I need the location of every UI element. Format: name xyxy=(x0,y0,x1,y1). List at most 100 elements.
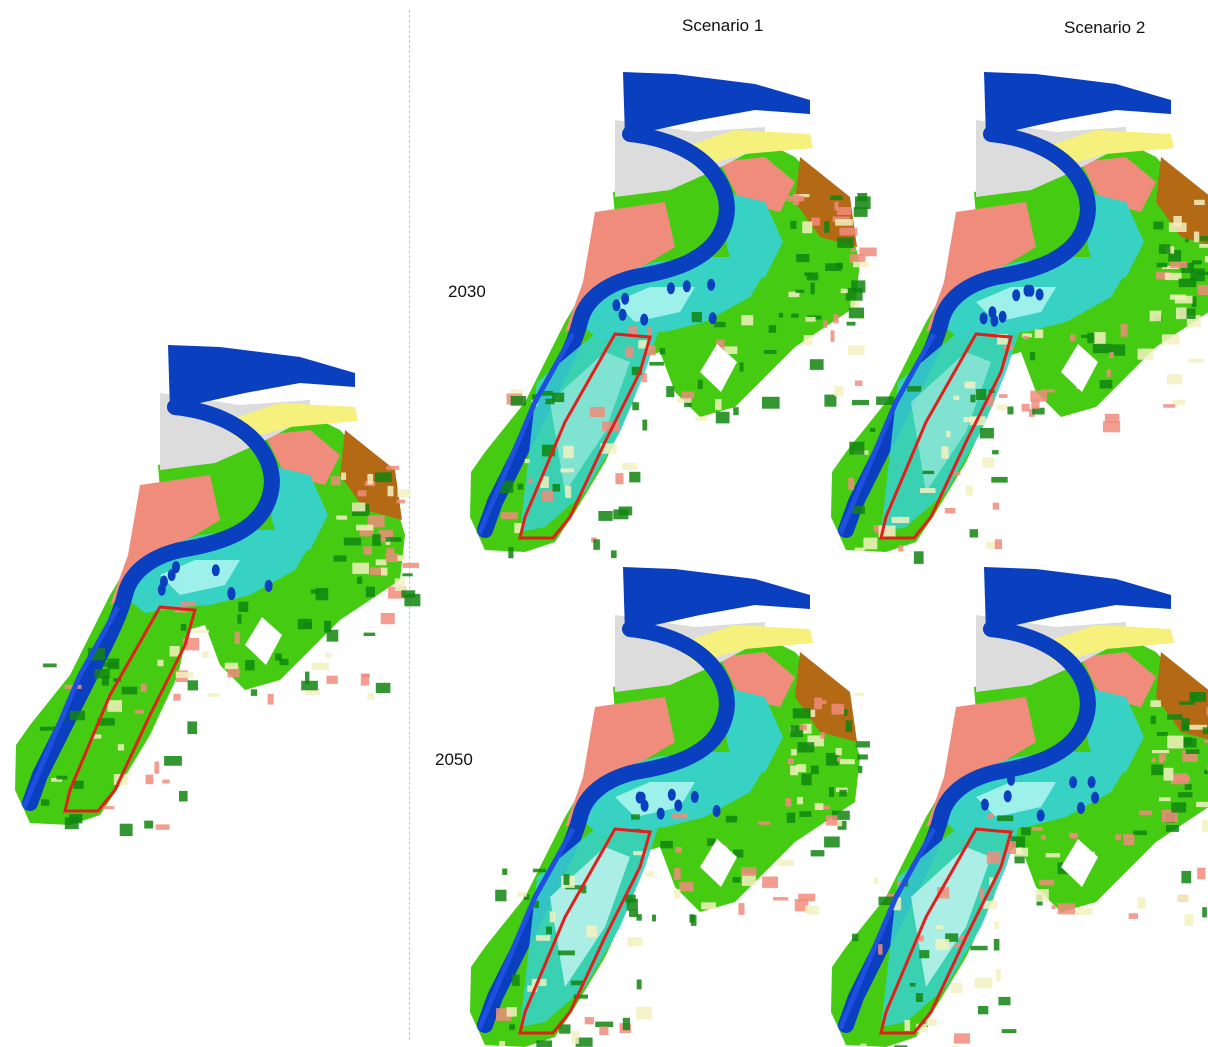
land-patch xyxy=(1032,827,1043,831)
land-patch xyxy=(1002,1029,1017,1033)
land-patch xyxy=(1204,740,1208,743)
land-patch xyxy=(1039,880,1054,886)
land-patch xyxy=(976,389,986,400)
land-patch xyxy=(316,588,329,600)
lagoon xyxy=(981,799,989,811)
land-patch xyxy=(790,221,796,229)
land-patch xyxy=(805,906,819,915)
land-patch xyxy=(994,939,1000,951)
land-patch xyxy=(372,534,381,546)
land-patch xyxy=(821,732,825,739)
land-patch xyxy=(988,814,994,819)
land-patch xyxy=(1189,693,1197,701)
land-patch xyxy=(181,601,195,606)
land-patch xyxy=(179,791,188,802)
land-patch xyxy=(998,997,1010,1005)
land-patch xyxy=(188,680,198,690)
column-label-scenario-2: Scenario 2 xyxy=(1064,18,1145,38)
lagoon xyxy=(707,279,715,291)
land-patch xyxy=(1170,262,1187,268)
land-patch xyxy=(1023,336,1028,339)
land-patch xyxy=(193,630,209,633)
lagoon xyxy=(1012,289,1020,301)
land-patch xyxy=(762,397,780,409)
land-patch xyxy=(987,851,1001,864)
land-patch xyxy=(622,463,637,470)
land-patch xyxy=(586,926,597,937)
land-patch xyxy=(334,555,347,561)
land-patch xyxy=(788,758,794,764)
land-patch xyxy=(762,877,778,888)
land-patch xyxy=(499,1041,505,1047)
land-patch xyxy=(758,821,770,825)
land-patch xyxy=(1041,835,1046,839)
land-patch xyxy=(1151,765,1163,776)
land-patch xyxy=(517,892,526,897)
lagoon xyxy=(1091,792,1099,804)
land-patch xyxy=(1182,723,1189,730)
land-patch xyxy=(805,317,815,322)
lagoon xyxy=(691,791,699,803)
land-patch xyxy=(637,980,642,990)
land-patch xyxy=(769,325,777,333)
land-patch xyxy=(375,472,392,482)
land-patch xyxy=(811,766,819,775)
land-patch xyxy=(381,613,395,624)
land-patch xyxy=(599,1027,608,1036)
land-patch xyxy=(811,218,820,226)
land-patch xyxy=(176,672,194,678)
lagoon xyxy=(999,311,1007,323)
land-patch xyxy=(508,547,513,558)
land-patch xyxy=(793,194,799,205)
land-patch xyxy=(1070,335,1075,342)
land-patch xyxy=(1007,407,1013,415)
land-patch xyxy=(1190,268,1205,281)
land-patch xyxy=(366,587,375,598)
land-patch xyxy=(1194,200,1205,205)
land-patch xyxy=(799,724,806,730)
land-patch xyxy=(992,450,999,454)
land-patch xyxy=(689,914,694,922)
land-patch xyxy=(1150,311,1162,322)
land-patch xyxy=(995,539,1002,549)
land-patch xyxy=(357,577,362,584)
lagoon xyxy=(667,282,675,294)
scenario1-2050-map xyxy=(465,567,865,1047)
land-patch xyxy=(815,803,824,810)
land-patch xyxy=(642,373,647,382)
land-patch xyxy=(660,348,666,354)
land-patch xyxy=(187,721,197,734)
baseline-map xyxy=(10,345,410,825)
land-patch xyxy=(941,446,948,458)
land-patch xyxy=(741,315,753,325)
land-patch xyxy=(997,405,1007,411)
land-patch xyxy=(1185,784,1192,790)
land-patch xyxy=(120,824,133,836)
land-patch xyxy=(970,946,987,951)
land-patch xyxy=(714,322,725,327)
land-patch xyxy=(681,392,694,399)
land-patch xyxy=(501,512,518,519)
land-patch xyxy=(396,500,405,504)
land-patch xyxy=(595,1022,613,1028)
land-patch xyxy=(678,398,692,403)
land-patch xyxy=(170,646,180,657)
land-patch xyxy=(108,700,123,712)
land-patch xyxy=(565,486,571,498)
lagoon xyxy=(980,312,988,324)
land-patch xyxy=(301,681,318,691)
land-patch xyxy=(777,860,794,867)
land-patch xyxy=(936,939,950,950)
sea-area xyxy=(984,567,1171,633)
land-patch xyxy=(154,762,159,774)
land-patch xyxy=(628,940,636,946)
land-patch xyxy=(892,517,910,523)
land-patch xyxy=(251,689,257,696)
land-patch xyxy=(975,978,993,989)
land-patch xyxy=(536,1040,552,1047)
land-patch xyxy=(1138,349,1154,360)
lagoon xyxy=(640,314,648,326)
lagoon xyxy=(212,564,220,576)
land-patch xyxy=(225,663,238,669)
lagoon xyxy=(1007,774,1015,786)
